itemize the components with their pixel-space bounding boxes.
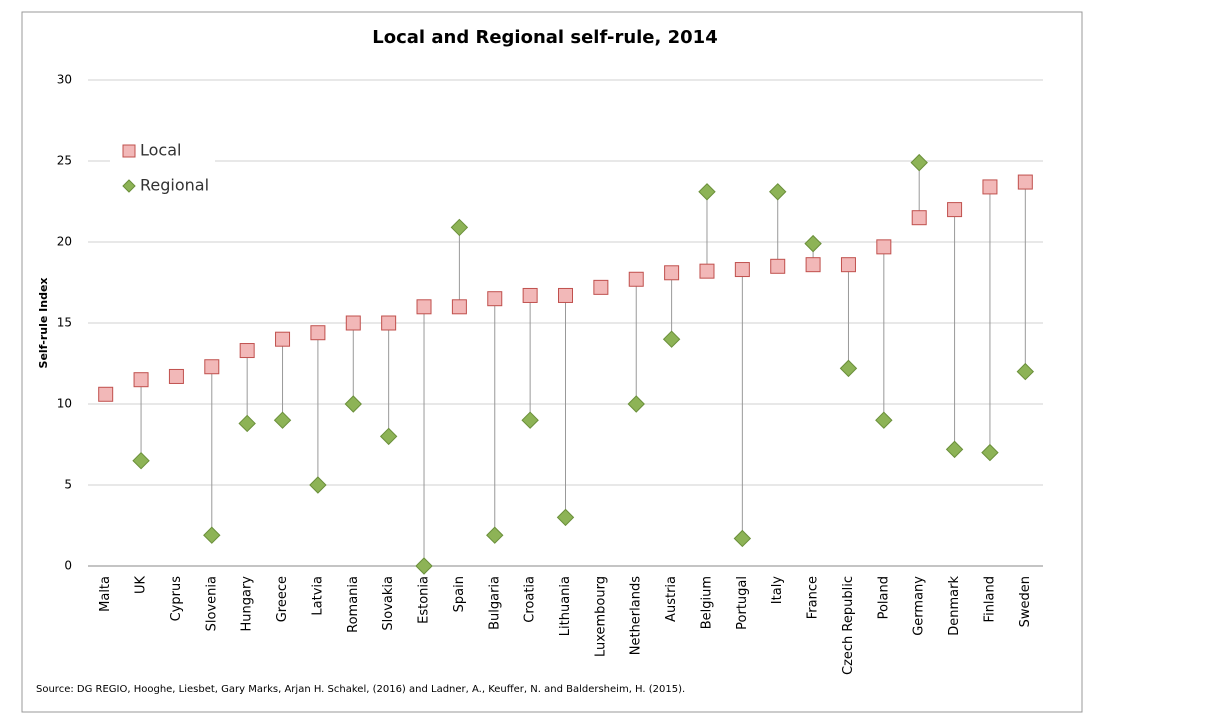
regional-marker — [450, 218, 469, 237]
regional-marker — [309, 476, 327, 494]
regional-marker — [804, 234, 822, 253]
regional-marker — [945, 440, 964, 459]
x-tick-label: Malta — [98, 576, 113, 612]
regional-marker — [839, 359, 858, 378]
local-marker — [416, 299, 432, 315]
local-marker — [98, 386, 114, 402]
regional-marker — [132, 451, 150, 470]
x-tick-label: Hungary — [240, 576, 255, 632]
x-tick-label: Greece — [275, 576, 290, 622]
regional-marker — [733, 529, 752, 548]
chart-title: Local and Regional self-rule, 2014 — [372, 27, 717, 48]
local-marker — [487, 291, 503, 307]
regional-marker — [556, 508, 575, 527]
regional-marker — [662, 330, 681, 348]
regional-marker — [698, 183, 716, 201]
x-tick-label: Denmark — [947, 576, 962, 636]
local-marker — [664, 265, 680, 281]
source: Source: DG REGIO, Hooghe, Liesbet, Gary … — [36, 684, 685, 695]
legend-label: Regional — [140, 176, 209, 195]
regional-marker — [379, 427, 398, 446]
x-tick-label: Portugal — [735, 576, 750, 630]
x-tick-label: Estonia — [417, 576, 432, 624]
regional-marker — [203, 526, 221, 544]
y-tick-label: 15 — [57, 316, 72, 330]
x-tick-label: Czech Republic — [841, 576, 856, 675]
x-tick-label: Lithuania — [558, 576, 573, 636]
x-tick-label: Poland — [876, 576, 891, 619]
x-tick-label: Luxembourg — [593, 576, 608, 657]
x-tick-label: Spain — [452, 576, 467, 612]
local-marker — [522, 287, 538, 303]
local-marker — [239, 343, 255, 359]
y-tick-label: 20 — [57, 235, 72, 249]
regional-marker — [238, 414, 256, 433]
local-marker — [345, 315, 361, 331]
y-tick-label: 5 — [64, 478, 72, 492]
regional-marker — [1016, 362, 1035, 381]
local-marker — [133, 372, 149, 388]
y-axis-label: Self-rule Index — [37, 278, 50, 369]
local-marker — [204, 359, 220, 375]
x-tick-label: Germany — [912, 576, 927, 636]
regional-marker — [769, 183, 787, 201]
local-marker — [451, 299, 467, 315]
local-marker — [947, 202, 963, 218]
x-tick-label: Austria — [664, 576, 679, 622]
local-marker — [558, 287, 573, 303]
regional-marker — [273, 411, 292, 429]
x-tick-label: Croatia — [523, 576, 538, 623]
x-tick-label: Latvia — [310, 576, 325, 616]
local-marker — [168, 368, 184, 384]
y-tick-label: 30 — [57, 73, 72, 87]
x-tick-label: Slovenia — [204, 576, 219, 631]
regional-marker — [415, 557, 433, 575]
local-marker — [876, 239, 892, 255]
regional-marker — [521, 411, 539, 429]
local-marker — [1017, 174, 1033, 190]
x-tick-label: Romania — [346, 576, 361, 633]
local-marker — [805, 257, 821, 273]
local-marker — [982, 179, 998, 195]
y-tick-label: 10 — [57, 397, 72, 411]
local-marker — [911, 210, 927, 226]
x-tick-label: Finland — [982, 576, 997, 622]
local-marker — [275, 331, 291, 347]
local-marker — [770, 258, 786, 274]
x-tick-label: Italy — [770, 576, 785, 605]
x-tick-label: Cyprus — [169, 576, 184, 622]
regional-marker — [875, 411, 893, 429]
regional-marker — [910, 153, 928, 172]
regional-marker — [486, 526, 504, 544]
y-tick-label: 0 — [64, 559, 72, 573]
local-marker — [310, 325, 326, 341]
local-marker — [734, 262, 750, 278]
x-tick-label: Sweden — [1018, 576, 1033, 627]
x-tick-label: Slovakia — [381, 576, 396, 631]
x-tick-label: France — [806, 576, 821, 619]
legend-marker — [122, 179, 136, 193]
x-tick-label: UK — [134, 576, 149, 595]
regional-marker — [981, 443, 999, 462]
chart-border — [21, 11, 1083, 713]
x-tick-label: Bulgaria — [487, 576, 502, 630]
legend-label: Local — [140, 141, 181, 160]
local-marker — [840, 257, 856, 273]
local-marker — [628, 271, 644, 287]
x-tick-label: Netherlands — [629, 576, 644, 655]
legend-marker — [122, 144, 136, 158]
local-marker — [593, 279, 609, 295]
regional-marker — [627, 395, 645, 413]
local-marker — [381, 315, 397, 331]
y-tick-label: 25 — [57, 154, 72, 168]
x-tick-label: Belgium — [699, 576, 714, 629]
local-marker — [699, 263, 715, 279]
regional-marker — [344, 395, 362, 413]
